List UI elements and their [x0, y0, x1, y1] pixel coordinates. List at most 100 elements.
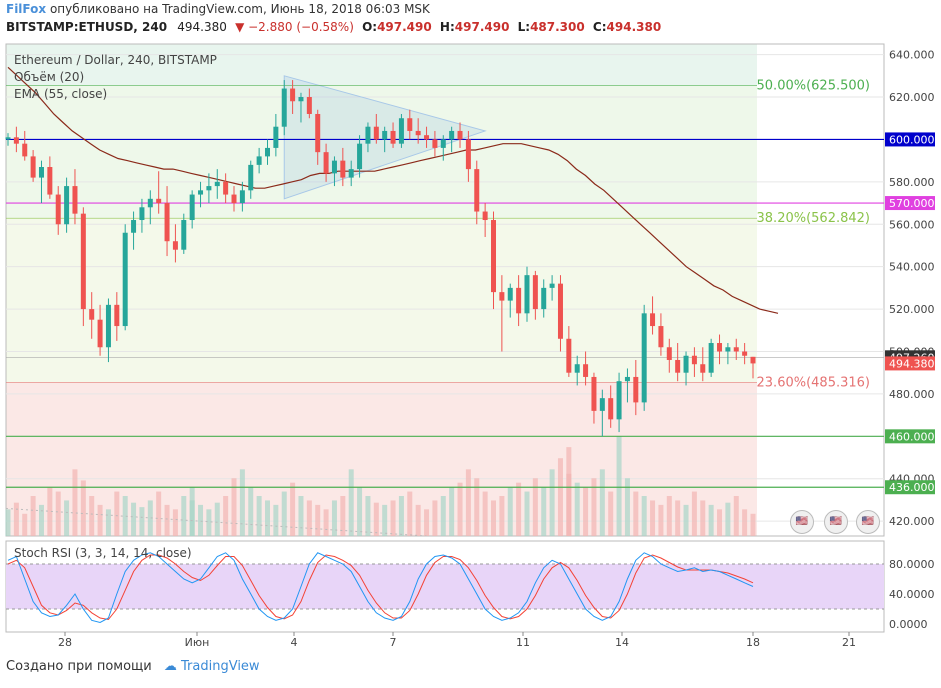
volume-bar — [449, 487, 455, 536]
candle-body — [733, 347, 739, 352]
volume-bar — [323, 509, 329, 536]
volume-bar — [440, 496, 446, 536]
volume-bar — [156, 491, 162, 536]
candle-body — [290, 88, 296, 102]
us-event-icon-3[interactable]: 🇺🇸 — [856, 510, 880, 534]
candle — [114, 292, 120, 341]
candle-body — [482, 211, 488, 221]
candle-body — [608, 398, 614, 420]
symbol-label: BITSTAMP:ETHUSD, 240 — [6, 20, 168, 34]
volume-bar — [733, 496, 739, 536]
publish-info: FilFox опубликовано на TradingView.com, … — [6, 2, 430, 16]
price-tag — [885, 196, 935, 211]
ema-legend: EMA (55, close) — [14, 87, 108, 101]
volume-bar — [591, 478, 597, 536]
candle-body — [507, 287, 513, 301]
candle — [491, 211, 497, 310]
candle-body — [273, 126, 279, 148]
candle — [633, 359, 639, 416]
price-tag — [885, 480, 935, 495]
author-name[interactable]: FilFox — [6, 2, 47, 16]
candle-body — [415, 130, 421, 136]
candle — [298, 92, 304, 123]
candle-body — [465, 139, 471, 170]
candle — [147, 190, 153, 225]
volume-bar — [650, 500, 656, 536]
candle-body — [566, 338, 572, 373]
candle — [348, 160, 354, 187]
candle-body — [700, 364, 706, 373]
price-tag — [885, 132, 935, 147]
candle-body — [164, 203, 170, 242]
publish-text: опубликовано на TradingView.com, Июнь 18… — [49, 2, 430, 16]
candle — [323, 143, 329, 182]
candle-body — [198, 190, 204, 195]
candle-body — [574, 364, 580, 373]
candle-body — [474, 169, 480, 212]
candle-body — [583, 364, 589, 377]
fib-zone-50-38 — [6, 85, 757, 219]
candle-body — [666, 347, 672, 360]
candle-body — [691, 355, 697, 365]
candle-body — [549, 283, 555, 288]
tradingview-logo[interactable]: ☁ TradingView — [164, 659, 260, 674]
us-event-icon-1[interactable]: 🇺🇸 — [790, 510, 814, 534]
y-tick-label: 420.000 — [889, 515, 935, 528]
candle — [750, 356, 756, 379]
volume-bar — [256, 496, 262, 536]
low-value: 487.300 — [530, 20, 585, 34]
candle — [281, 80, 287, 136]
y-tick-label: 480.000 — [889, 388, 935, 401]
candle — [650, 296, 656, 335]
candle — [717, 334, 723, 365]
dashed-trendline — [5, 507, 427, 537]
volume-bar — [407, 491, 413, 536]
candle — [516, 275, 522, 327]
chart-title-legend: Ethereum / Dollar, 240, BITSTAMP — [14, 53, 217, 67]
volume-bar — [507, 487, 513, 536]
volume-bar — [89, 496, 95, 536]
candle-body — [675, 359, 681, 373]
candle-body — [256, 156, 262, 165]
candle — [198, 181, 204, 208]
volume-bar — [139, 507, 145, 536]
candle — [206, 173, 212, 204]
candle-body — [557, 283, 563, 339]
ema-55-line — [7, 66, 779, 314]
x-tick-label: 18 — [746, 636, 760, 649]
volume-bar — [474, 478, 480, 536]
candle — [532, 270, 538, 320]
candle — [725, 343, 731, 365]
change-value: ▼ −2.880 (−0.58%) — [235, 20, 354, 34]
volume-bar — [72, 469, 78, 536]
volume-bar — [750, 513, 756, 536]
candle — [432, 130, 438, 157]
candle — [616, 372, 622, 433]
candle-body — [122, 232, 128, 327]
candle — [482, 203, 488, 237]
candle-body — [516, 287, 522, 314]
volume-bar — [340, 496, 346, 536]
candle-body — [650, 313, 656, 327]
candle — [290, 80, 296, 114]
candle-body — [181, 220, 187, 250]
candle — [666, 338, 672, 373]
candle-body — [156, 198, 162, 204]
candle-body — [13, 137, 19, 144]
candle — [591, 372, 597, 424]
volume-bar — [55, 491, 61, 536]
us-event-icon-2[interactable]: 🇺🇸 — [824, 510, 848, 534]
volume-legend: Объём (20) — [14, 70, 85, 84]
ema-line — [7, 66, 779, 314]
candle — [733, 338, 739, 360]
volume-bar — [482, 491, 488, 536]
volume-bar — [80, 480, 86, 536]
price-tag-label: 494.380 — [889, 357, 935, 370]
candle-body — [72, 186, 78, 214]
candle — [683, 351, 689, 386]
volume-bar — [524, 491, 530, 536]
candle-body — [491, 220, 497, 293]
volume-bar — [13, 502, 19, 536]
candle-body — [97, 319, 103, 348]
